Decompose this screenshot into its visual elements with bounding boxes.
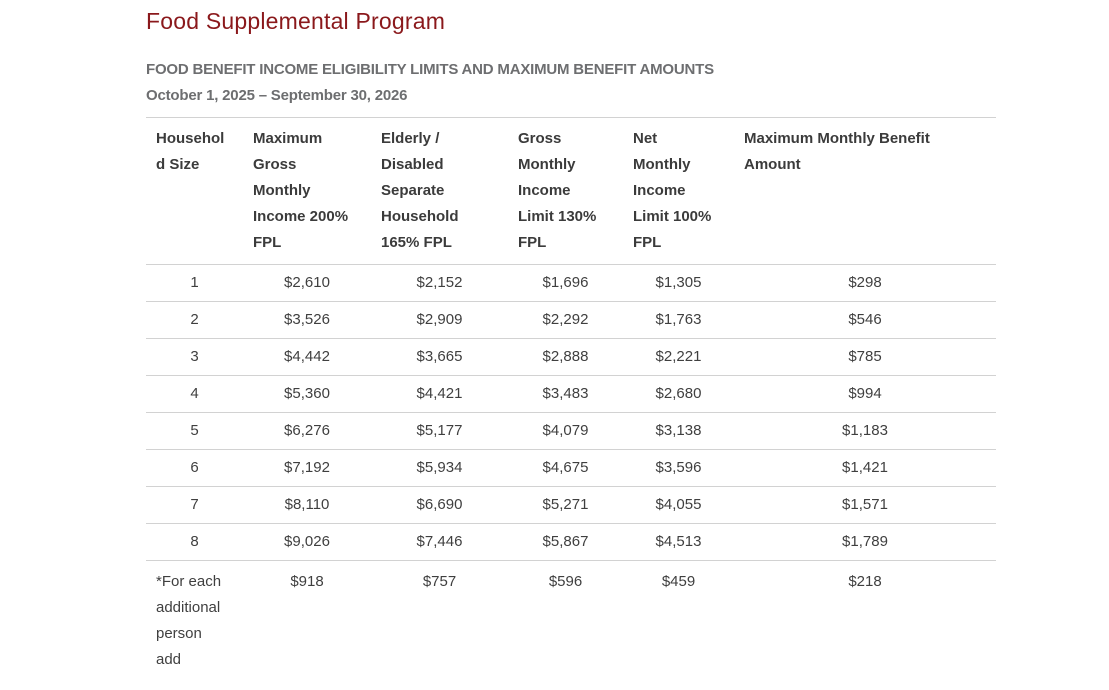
max-gross-income-cell: $9,026 [243,523,371,561]
max-benefit-cell: $1,571 [734,486,996,524]
max-gross-income-cell: $8,110 [243,486,371,524]
net-income-limit-cell: $1,763 [623,301,734,339]
net-income-limit-cell: $459 [661,573,696,590]
eligibility-table: Househol d Size Maximum Gross Monthly In… [146,117,996,681]
net-income-limit-cell: $4,055 [623,486,734,524]
gross-income-limit-cell: $2,292 [508,301,623,339]
net-income-limit-cell: $3,596 [623,449,734,487]
net-income-limit-cell: $2,221 [623,338,734,376]
gross-income-limit-cell: $4,079 [508,412,623,450]
header-net-income-limit: Net Monthly Income Limit 100% FPL [623,117,734,265]
elderly-disabled-limit-cell: $4,421 [371,375,508,413]
additional-person-label: *For each additional person add [156,573,222,668]
household-size-cell: 8 [146,523,243,561]
max-benefit-cell: $1,183 [734,412,996,450]
elderly-disabled-limit-cell: $2,152 [371,264,508,302]
max-gross-income-cell: $3,526 [243,301,371,339]
gross-income-limit-cell: $2,888 [508,338,623,376]
date-range: October 1, 2025 – September 30, 2026 [146,87,408,104]
header-elderly-disabled: Elderly / Disabled Separate Household 16… [371,117,508,265]
max-gross-income-cell: $918 [290,573,324,590]
header-row: Househol d Size Maximum Gross Monthly In… [146,117,996,265]
max-benefit-cell: $298 [734,264,996,302]
max-gross-income-cell: $2,610 [243,264,371,302]
household-size-cell: 6 [146,449,243,487]
gross-income-limit-cell: $3,483 [508,375,623,413]
table-row: 7 $8,110 $6,690 $5,271 $4,055 $1,571 [146,486,996,524]
max-benefit-cell: $785 [734,338,996,376]
table-row: 2 $3,526 $2,909 $2,292 $1,763 $546 [146,301,996,339]
table-row: 3 $4,442 $3,665 $2,888 $2,221 $785 [146,338,996,376]
household-size-cell: 4 [146,375,243,413]
gross-income-limit-cell: $4,675 [508,449,623,487]
eligibility-heading: FOOD BENEFIT INCOME ELIGIBILITY LIMITS A… [146,61,714,78]
table-row-additional-person: *For each additional person add $918 $75… [146,561,996,682]
elderly-disabled-limit-cell: $5,177 [371,412,508,450]
household-size-cell: 5 [146,412,243,450]
max-benefit-cell: $1,789 [734,523,996,561]
max-gross-income-cell: $7,192 [243,449,371,487]
max-benefit-cell: $994 [734,375,996,413]
net-income-limit-cell: $3,138 [623,412,734,450]
max-gross-income-cell: $5,360 [243,375,371,413]
table-row: 4 $5,360 $4,421 $3,483 $2,680 $994 [146,375,996,413]
gross-income-limit-cell: $1,696 [508,264,623,302]
net-income-limit-cell: $2,680 [623,375,734,413]
net-income-limit-cell: $4,513 [623,523,734,561]
elderly-disabled-limit-cell: $757 [422,573,457,590]
table-row: 6 $7,192 $5,934 $4,675 $3,596 $1,421 [146,449,996,487]
gross-income-limit-cell: $596 [548,573,583,590]
elderly-disabled-limit-cell: $3,665 [371,338,508,376]
header-max-gross-income: Maximum Gross Monthly Income 200% FPL [243,117,371,265]
table-row: 8 $9,026 $7,446 $5,867 $4,513 $1,789 [146,523,996,561]
household-size-cell: 1 [146,264,243,302]
max-benefit-cell: $546 [734,301,996,339]
max-benefit-cell: $218 [848,573,882,590]
net-income-limit-cell: $1,305 [623,264,734,302]
header-gross-income-limit: Gross Monthly Income Limit 130% FPL [508,117,623,265]
household-size-cell: 2 [146,301,243,339]
elderly-disabled-limit-cell: $5,934 [371,449,508,487]
page-title: Food Supplemental Program [146,8,446,34]
household-size-cell: 3 [146,338,243,376]
max-gross-income-cell: $4,442 [243,338,371,376]
max-benefit-cell: $1,421 [734,449,996,487]
elderly-disabled-limit-cell: $6,690 [371,486,508,524]
household-size-cell: 7 [146,486,243,524]
header-max-benefit: Maximum Monthly Benefit Amount [734,117,996,265]
header-household-size: Househol d Size [146,117,243,265]
table-row: 5 $6,276 $5,177 $4,079 $3,138 $1,183 [146,412,996,450]
gross-income-limit-cell: $5,271 [508,486,623,524]
table-row: 1 $2,610 $2,152 $1,696 $1,305 $298 [146,264,996,302]
elderly-disabled-limit-cell: $2,909 [371,301,508,339]
elderly-disabled-limit-cell: $7,446 [371,523,508,561]
gross-income-limit-cell: $5,867 [508,523,623,561]
max-gross-income-cell: $6,276 [243,412,371,450]
